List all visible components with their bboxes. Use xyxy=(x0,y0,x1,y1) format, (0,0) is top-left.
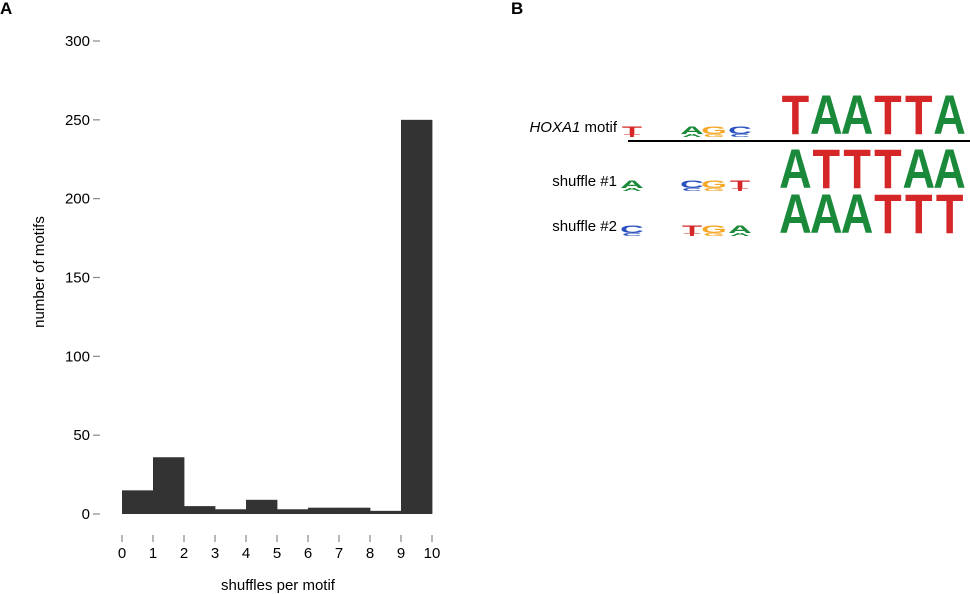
logo-letter-A: A xyxy=(810,182,843,245)
logo-letter-A: A xyxy=(933,137,966,200)
logo-small-C: C xyxy=(620,223,644,235)
logo-small-C: C xyxy=(730,134,750,139)
logo-letter-A: A xyxy=(841,182,874,245)
x-tick-label: 1 xyxy=(149,545,157,562)
row-label-text: shuffle #2 xyxy=(552,218,617,235)
bar-6 xyxy=(308,507,340,514)
histogram-chart: 0 50 100 150 200 250 300 0 1 2 3 4 5 6 7 8 9 10 number o… xyxy=(31,33,440,594)
logo-small-T: T xyxy=(624,134,641,139)
gene-name: HOXA1 xyxy=(529,119,580,136)
x-axis-title: shuffles per motif xyxy=(221,577,336,594)
logo-letter-T: T xyxy=(874,137,902,200)
logo-small-G: G xyxy=(701,124,727,136)
motif-row-label: shuffle #1 xyxy=(552,173,617,190)
logo-small-C: C xyxy=(680,178,704,190)
logo-small-G: G xyxy=(704,134,725,139)
x-axis: 0 1 2 3 4 5 6 7 8 9 10 xyxy=(118,535,441,562)
logo-letter-A: A xyxy=(933,83,966,146)
x-tick-label: 9 xyxy=(397,545,405,562)
logo-small-A: A xyxy=(730,233,750,238)
motif-row-label: HOXA1 motif xyxy=(529,119,617,136)
logo-small-A: A xyxy=(682,134,702,139)
bar-3 xyxy=(215,509,247,514)
logo-small-A: A xyxy=(622,188,642,193)
x-tick-label: 10 xyxy=(424,545,441,562)
y-tick-label: 300 xyxy=(65,33,90,50)
bar-5 xyxy=(277,509,309,514)
y-tick-label: 200 xyxy=(65,191,90,208)
logo-small-T: T xyxy=(682,223,702,235)
y-tick-label: 50 xyxy=(73,427,90,444)
logo-small-T: T xyxy=(730,178,750,190)
logo-small-G: G xyxy=(704,188,725,193)
logo-letter-T: T xyxy=(812,137,840,200)
x-tick-label: 5 xyxy=(273,545,281,562)
logo-letter-T: T xyxy=(782,83,810,146)
y-tick-label: 0 xyxy=(82,506,90,523)
logo-small-C: C xyxy=(728,124,752,136)
panel-letter-a: A xyxy=(0,0,12,18)
logo-small-A: A xyxy=(620,178,644,190)
logo-small-T: T xyxy=(732,188,749,193)
row-label-text: shuffle #1 xyxy=(552,173,617,190)
logo-letter-A: A xyxy=(902,137,935,200)
logo-letter-T: T xyxy=(874,182,902,245)
logo-letter-A: A xyxy=(779,182,812,245)
logo-letter-T: T xyxy=(905,182,933,245)
logo-small-C: C xyxy=(622,233,642,238)
bar-2 xyxy=(184,506,216,514)
logo-letter-A: A xyxy=(810,83,843,146)
logo-letter-T: T xyxy=(843,137,871,200)
bar-8 xyxy=(370,510,402,514)
y-axis-title: number of motifs xyxy=(31,216,48,328)
bar-1 xyxy=(153,457,185,514)
logo-small-A: A xyxy=(728,223,752,235)
panel-letter-b: B xyxy=(511,0,523,18)
logo-letter-T: T xyxy=(874,83,902,146)
y-tick-label: 250 xyxy=(65,112,90,129)
x-tick-label: 4 xyxy=(242,545,250,562)
motif-row-label: shuffle #2 xyxy=(552,218,617,235)
x-tick-label: 6 xyxy=(304,545,312,562)
logo-letter-T: T xyxy=(905,83,933,146)
logo-small-T: T xyxy=(684,233,701,238)
x-tick-label: 3 xyxy=(211,545,219,562)
logo-small-T: T xyxy=(622,124,642,136)
logo-small-A: A xyxy=(680,124,704,136)
bar-4 xyxy=(246,499,278,514)
row-label-text: motif xyxy=(580,119,618,136)
bar-0 xyxy=(122,490,154,514)
logo-letter-A: A xyxy=(779,137,812,200)
x-tick-label: 7 xyxy=(335,545,343,562)
x-tick-label: 0 xyxy=(118,545,126,562)
x-tick-label: 2 xyxy=(180,545,188,562)
logo-small-G: G xyxy=(704,233,725,238)
logo-letter-T: T xyxy=(936,182,964,245)
logo-letter-A: A xyxy=(841,83,874,146)
bar-7 xyxy=(339,507,371,514)
y-tick-label: 100 xyxy=(65,348,90,365)
bars xyxy=(122,119,433,514)
logo-small-G: G xyxy=(701,223,727,235)
y-axis: 0 50 100 150 200 250 300 xyxy=(65,33,100,523)
logo-small-G: G xyxy=(701,178,727,190)
y-tick-label: 150 xyxy=(65,270,90,287)
x-tick-label: 8 xyxy=(366,545,374,562)
bar-9 xyxy=(401,119,433,514)
logo-small-C: C xyxy=(682,188,702,193)
